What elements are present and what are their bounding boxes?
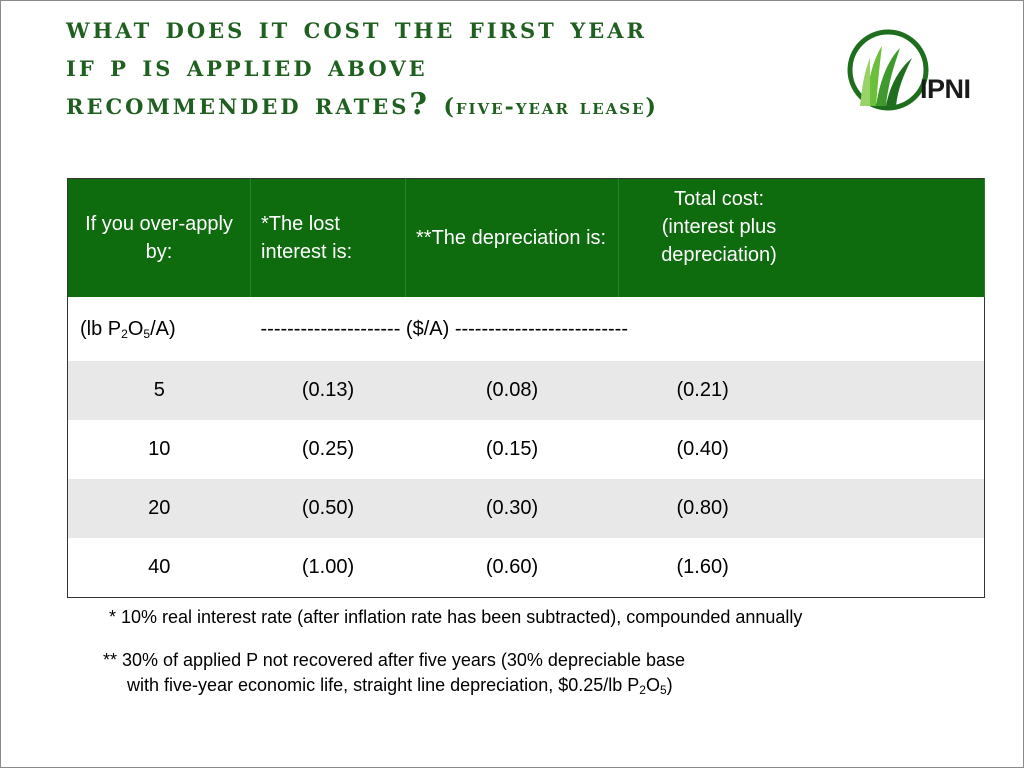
footnote-sub-1: 2 [639,683,646,697]
footnote-suffix: ) [666,675,673,695]
unit-sub-1: 2 [121,326,128,341]
unit-suffix: /A) [150,317,176,340]
cost-table: If you over-apply by: *The lost interest… [67,178,985,598]
title-suffix: (five-year lease) [443,94,658,120]
logo-text: IPNI [920,74,971,104]
table-row: 40 (1.00) (0.60) (1.60) [67,538,985,598]
header-lost-interest: *The lost interest is: [250,178,406,297]
table-row: 5 (0.13) (0.08) (0.21) [67,361,985,420]
cell-interest: (0.13) [250,361,406,420]
title-line-3: recommended rates? (five-year lease) [66,86,866,126]
unit-sub-2: 5 [143,326,151,341]
cell-over: 40 [67,538,251,598]
cell-depreciation: (0.60) [405,538,619,598]
cell-depreciation: (0.08) [405,361,619,420]
units-row: (lb P2O5/A) --------------------- ($/A) … [67,297,985,361]
title-line-2: if P is applied above [66,49,428,84]
footnote-sub-2: 5 [659,683,667,697]
table-row: 10 (0.25) (0.15) (0.40) [67,420,985,479]
cell-total: (0.40) [618,420,985,479]
unit-mid: O [127,317,144,340]
table-row: 20 (0.50) (0.30) (0.80) [67,479,985,538]
ipni-logo-icon [847,29,929,111]
header-total-cost: Total cost: (interest plus depreciation) [618,178,985,297]
cell-over: 10 [67,420,251,479]
footnote-mid: O [645,675,660,695]
slide-title: What does it cost the first year if P is… [66,10,866,126]
cell-over: 20 [67,479,251,538]
cell-depreciation: (0.30) [405,479,619,538]
cell-total: (1.60) [618,538,985,598]
footnote-depreciation: ** 30% of applied P not recovered after … [103,648,685,703]
cell-depreciation: (0.15) [405,420,619,479]
footnote-line-2-prefix: with five-year economic life, straight l… [127,675,640,695]
header-depreciation: **The depreciation is: [405,178,619,297]
cell-total: (0.21) [618,361,985,420]
unit-prefix: (lb P [80,317,122,340]
cell-interest: (0.50) [250,479,406,538]
unit-lb-p2o5: (lb P2O5/A) [67,297,251,361]
cell-interest: (0.25) [250,420,406,479]
header-total-line-1: Total cost: [673,188,765,210]
title-line-1: What does it cost the first year [66,11,647,46]
cell-total: (0.80) [618,479,985,538]
cell-over: 5 [67,361,251,420]
header-total-line-3: depreciation) [661,244,777,266]
footnote-depreciation-line-1: ** 30% of applied P not recovered after … [103,650,686,670]
footnote-interest: * 10% real interest rate (after inflatio… [109,607,803,627]
header-over-apply: If you over-apply by: [67,178,251,297]
header-total-line-2: (interest plus [661,216,777,238]
title-line-3-text: recommended rates? [66,87,431,122]
cell-interest: (1.00) [250,538,406,598]
footnote-depreciation-line-2: with five-year economic life, straight l… [103,673,685,703]
unit-dollars-per-acre: --------------------- ($/A) ------------… [250,297,985,361]
table-header-row: If you over-apply by: *The lost interest… [67,178,985,297]
